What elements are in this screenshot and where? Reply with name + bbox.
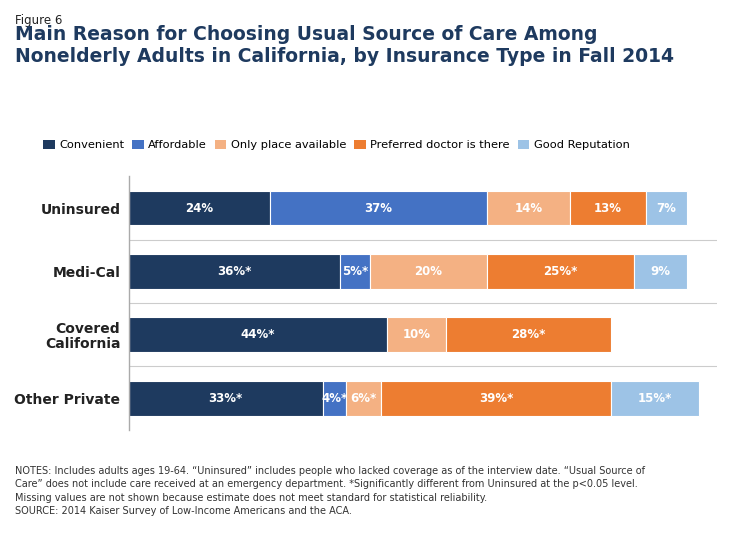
Bar — [129, 191, 270, 225]
Bar — [446, 317, 611, 352]
Text: Nonelderly Adults in California, by Insurance Type in Fall 2014: Nonelderly Adults in California, by Insu… — [15, 47, 674, 66]
Bar — [634, 254, 687, 289]
Text: 5%*: 5%* — [342, 265, 368, 278]
Text: Main Reason for Choosing Usual Source of Care Among: Main Reason for Choosing Usual Source of… — [15, 25, 598, 44]
Bar — [570, 191, 646, 225]
Text: 14%: 14% — [514, 202, 542, 214]
Bar — [129, 317, 387, 352]
Bar — [346, 381, 381, 415]
Text: 20%: 20% — [415, 265, 442, 278]
Bar — [611, 381, 699, 415]
Bar — [129, 381, 323, 415]
Bar — [487, 254, 634, 289]
Text: 15%*: 15%* — [638, 392, 672, 404]
Bar — [646, 191, 687, 225]
Bar — [381, 381, 611, 415]
Bar — [340, 254, 370, 289]
Text: 37%: 37% — [365, 202, 392, 214]
Text: 28%*: 28%* — [512, 328, 545, 341]
Text: 9%: 9% — [650, 265, 671, 278]
Bar — [370, 254, 487, 289]
Text: 6%*: 6%* — [351, 392, 377, 404]
Bar — [487, 191, 570, 225]
Text: 13%: 13% — [594, 202, 622, 214]
Text: Figure 6: Figure 6 — [15, 14, 62, 27]
Text: 44%*: 44%* — [241, 328, 275, 341]
Text: 25%*: 25%* — [544, 265, 578, 278]
Text: 36%*: 36%* — [218, 265, 251, 278]
Text: 4%*: 4%* — [321, 392, 348, 404]
Bar — [129, 254, 340, 289]
Text: 10%: 10% — [403, 328, 431, 341]
Text: 24%: 24% — [185, 202, 213, 214]
Bar — [270, 191, 487, 225]
Text: 7%: 7% — [656, 202, 677, 214]
Bar — [323, 381, 346, 415]
Text: 33%*: 33%* — [209, 392, 243, 404]
Bar — [387, 317, 446, 352]
Text: 39%*: 39%* — [479, 392, 513, 404]
Legend: Convenient, Affordable, Only place available, Preferred doctor is there, Good Re: Convenient, Affordable, Only place avail… — [43, 140, 629, 150]
Text: NOTES: Includes adults ages 19-64. “Uninsured” includes people who lacked covera: NOTES: Includes adults ages 19-64. “Unin… — [15, 466, 645, 516]
